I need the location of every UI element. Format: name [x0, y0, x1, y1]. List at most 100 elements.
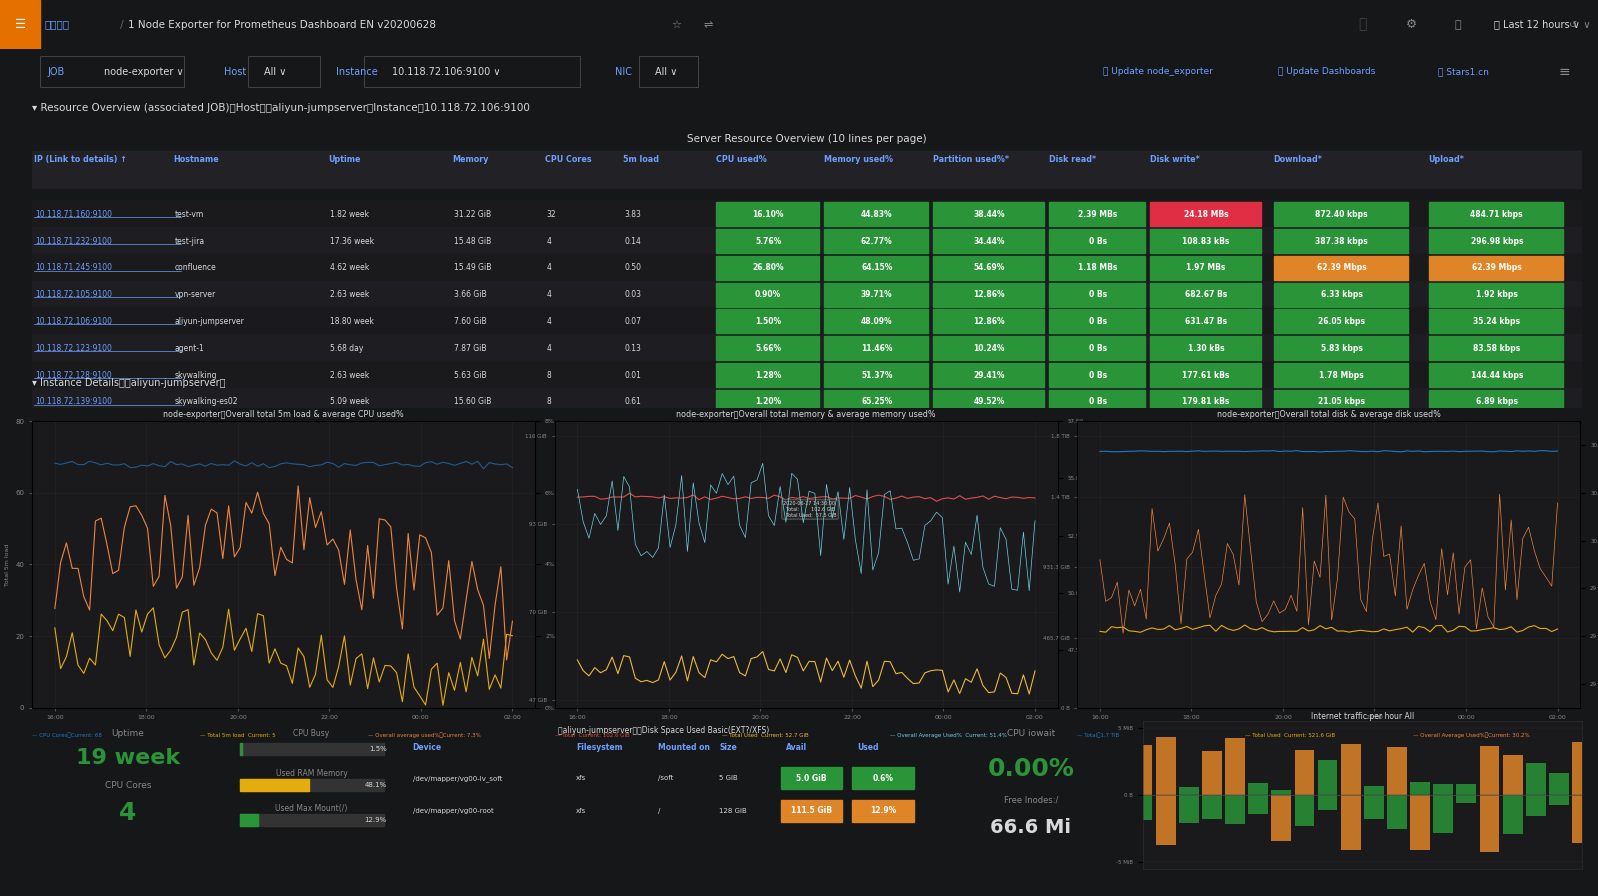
Title: node-exporter：Overall total memory & average memory used%: node-exporter：Overall total memory & ave… [676, 410, 936, 419]
Bar [716, 256, 820, 280]
Text: 15.49 GiB: 15.49 GiB [454, 263, 491, 272]
Text: 0 Bs: 0 Bs [1088, 398, 1107, 407]
Text: 1.50%: 1.50% [756, 317, 781, 326]
Text: 128 GiB: 128 GiB [719, 807, 748, 814]
Bar [32, 200, 1582, 227]
Bar [1365, 786, 1384, 796]
Text: 0 Bs: 0 Bs [1088, 237, 1107, 246]
Text: 12.86%: 12.86% [973, 290, 1005, 299]
Text: 34.44%: 34.44% [973, 237, 1005, 246]
Text: 1.28%: 1.28% [754, 371, 781, 380]
Text: All ∨: All ∨ [655, 66, 678, 77]
Bar [716, 282, 820, 306]
Text: 0.90%: 0.90% [756, 290, 781, 299]
Text: 5.09 week: 5.09 week [329, 398, 369, 407]
Bar [639, 56, 698, 87]
Text: Uptime: Uptime [328, 155, 361, 164]
Bar [1341, 744, 1360, 796]
Bar [1548, 796, 1569, 805]
Text: — Total：1.7 TiB: — Total：1.7 TiB [1077, 732, 1119, 737]
Text: /dev/mapper/vg00-root: /dev/mapper/vg00-root [412, 807, 494, 814]
Bar [1048, 363, 1144, 387]
Text: 10.118.72.106:9100: 10.118.72.106:9100 [35, 317, 112, 326]
Bar [825, 229, 928, 253]
Text: 4: 4 [547, 344, 551, 353]
Text: CPU Cores: CPU Cores [545, 155, 591, 164]
Text: 4: 4 [547, 317, 551, 326]
Text: 0 Bs: 0 Bs [1088, 344, 1107, 353]
Bar [1274, 363, 1408, 387]
Bar [933, 336, 1043, 360]
Bar [1274, 256, 1408, 280]
Text: 64.15%: 64.15% [861, 263, 892, 272]
Text: 4: 4 [547, 290, 551, 299]
Bar [1149, 309, 1261, 333]
Bar [1048, 256, 1144, 280]
Bar [1274, 229, 1408, 253]
Text: 【aliyun-jumpserver】：Disk Space Used Basic(EXT?/XFS): 【aliyun-jumpserver】：Disk Space Used Basi… [558, 726, 769, 735]
Text: Used Max Mount(/): Used Max Mount(/) [275, 804, 348, 813]
Bar [825, 256, 928, 280]
Bar [1202, 796, 1222, 819]
Text: Disk write*: Disk write* [1149, 155, 1200, 164]
Text: 62.77%: 62.77% [861, 237, 893, 246]
Bar [1048, 390, 1144, 414]
Text: xfs: xfs [577, 775, 586, 781]
Text: 4: 4 [547, 263, 551, 272]
Bar [1274, 336, 1408, 360]
Bar [933, 309, 1043, 333]
Text: 5.83 kbps: 5.83 kbps [1322, 344, 1363, 353]
Text: 26.80%: 26.80% [753, 263, 785, 272]
Text: 19 week: 19 week [75, 748, 181, 768]
Text: — Total  Current: 102.6 GiB: — Total Current: 102.6 GiB [555, 733, 630, 737]
Bar [1429, 256, 1563, 280]
Bar [1274, 309, 1408, 333]
Text: Hostname: Hostname [173, 155, 219, 164]
Text: 31.22 GiB: 31.22 GiB [454, 210, 491, 219]
Text: — Overall Average Used%：Current: 30.2%: — Overall Average Used%：Current: 30.2% [1413, 732, 1529, 737]
Text: 4: 4 [547, 237, 551, 246]
Text: aliyun-jumpserver: aliyun-jumpserver [174, 317, 244, 326]
Bar [240, 814, 259, 826]
Text: 5 GiB: 5 GiB [719, 775, 738, 781]
Text: 682.67 Bs: 682.67 Bs [1186, 290, 1227, 299]
Bar [933, 202, 1043, 226]
Text: 1.20%: 1.20% [756, 398, 781, 407]
Text: 62.39 Mbps: 62.39 Mbps [1317, 263, 1366, 272]
Text: CPU Cores: CPU Cores [104, 780, 152, 789]
Text: 48.1%: 48.1% [364, 782, 387, 788]
Text: 1.97 MBs: 1.97 MBs [1186, 263, 1226, 272]
Text: 62.39 Mbps: 62.39 Mbps [1472, 263, 1521, 272]
Bar [933, 390, 1043, 414]
Text: 3.66 GiB: 3.66 GiB [454, 290, 486, 299]
Bar [1048, 336, 1144, 360]
Text: 5m load: 5m load [623, 155, 658, 164]
Bar [852, 799, 914, 822]
Bar [716, 309, 820, 333]
Text: node-exporter ∨: node-exporter ∨ [104, 66, 184, 77]
Text: 5.68 day: 5.68 day [329, 344, 363, 353]
Bar [1149, 256, 1261, 280]
Text: 1.78 Mbps: 1.78 Mbps [1320, 371, 1365, 380]
Text: /dev/mapper/vg00-lv_soft: /dev/mapper/vg00-lv_soft [412, 775, 502, 781]
Text: 5.0 GiB: 5.0 GiB [796, 774, 826, 783]
Bar [32, 280, 1582, 307]
Text: 2.63 week: 2.63 week [329, 371, 369, 380]
Text: ⇌: ⇌ [703, 20, 713, 30]
Text: 6.33 kbps: 6.33 kbps [1322, 290, 1363, 299]
Text: Free Inodes:/: Free Inodes:/ [1004, 796, 1058, 805]
Text: test-vm: test-vm [174, 210, 205, 219]
Text: 111.5 GiB: 111.5 GiB [791, 806, 833, 815]
Text: 144.44 kbps: 144.44 kbps [1470, 371, 1523, 380]
Bar [240, 779, 384, 791]
Text: 177.61 kBs: 177.61 kBs [1183, 371, 1230, 380]
Text: 10.118.71.160:9100: 10.118.71.160:9100 [35, 210, 112, 219]
Text: 44.83%: 44.83% [861, 210, 893, 219]
Bar [1274, 390, 1408, 414]
Bar [1526, 762, 1545, 796]
Bar [1456, 784, 1477, 796]
Text: 🔗 Update Dashboards: 🔗 Update Dashboards [1278, 67, 1376, 76]
Text: 0.03: 0.03 [625, 290, 641, 299]
Text: ⚙: ⚙ [1406, 18, 1417, 31]
Text: 0.01: 0.01 [625, 371, 641, 380]
